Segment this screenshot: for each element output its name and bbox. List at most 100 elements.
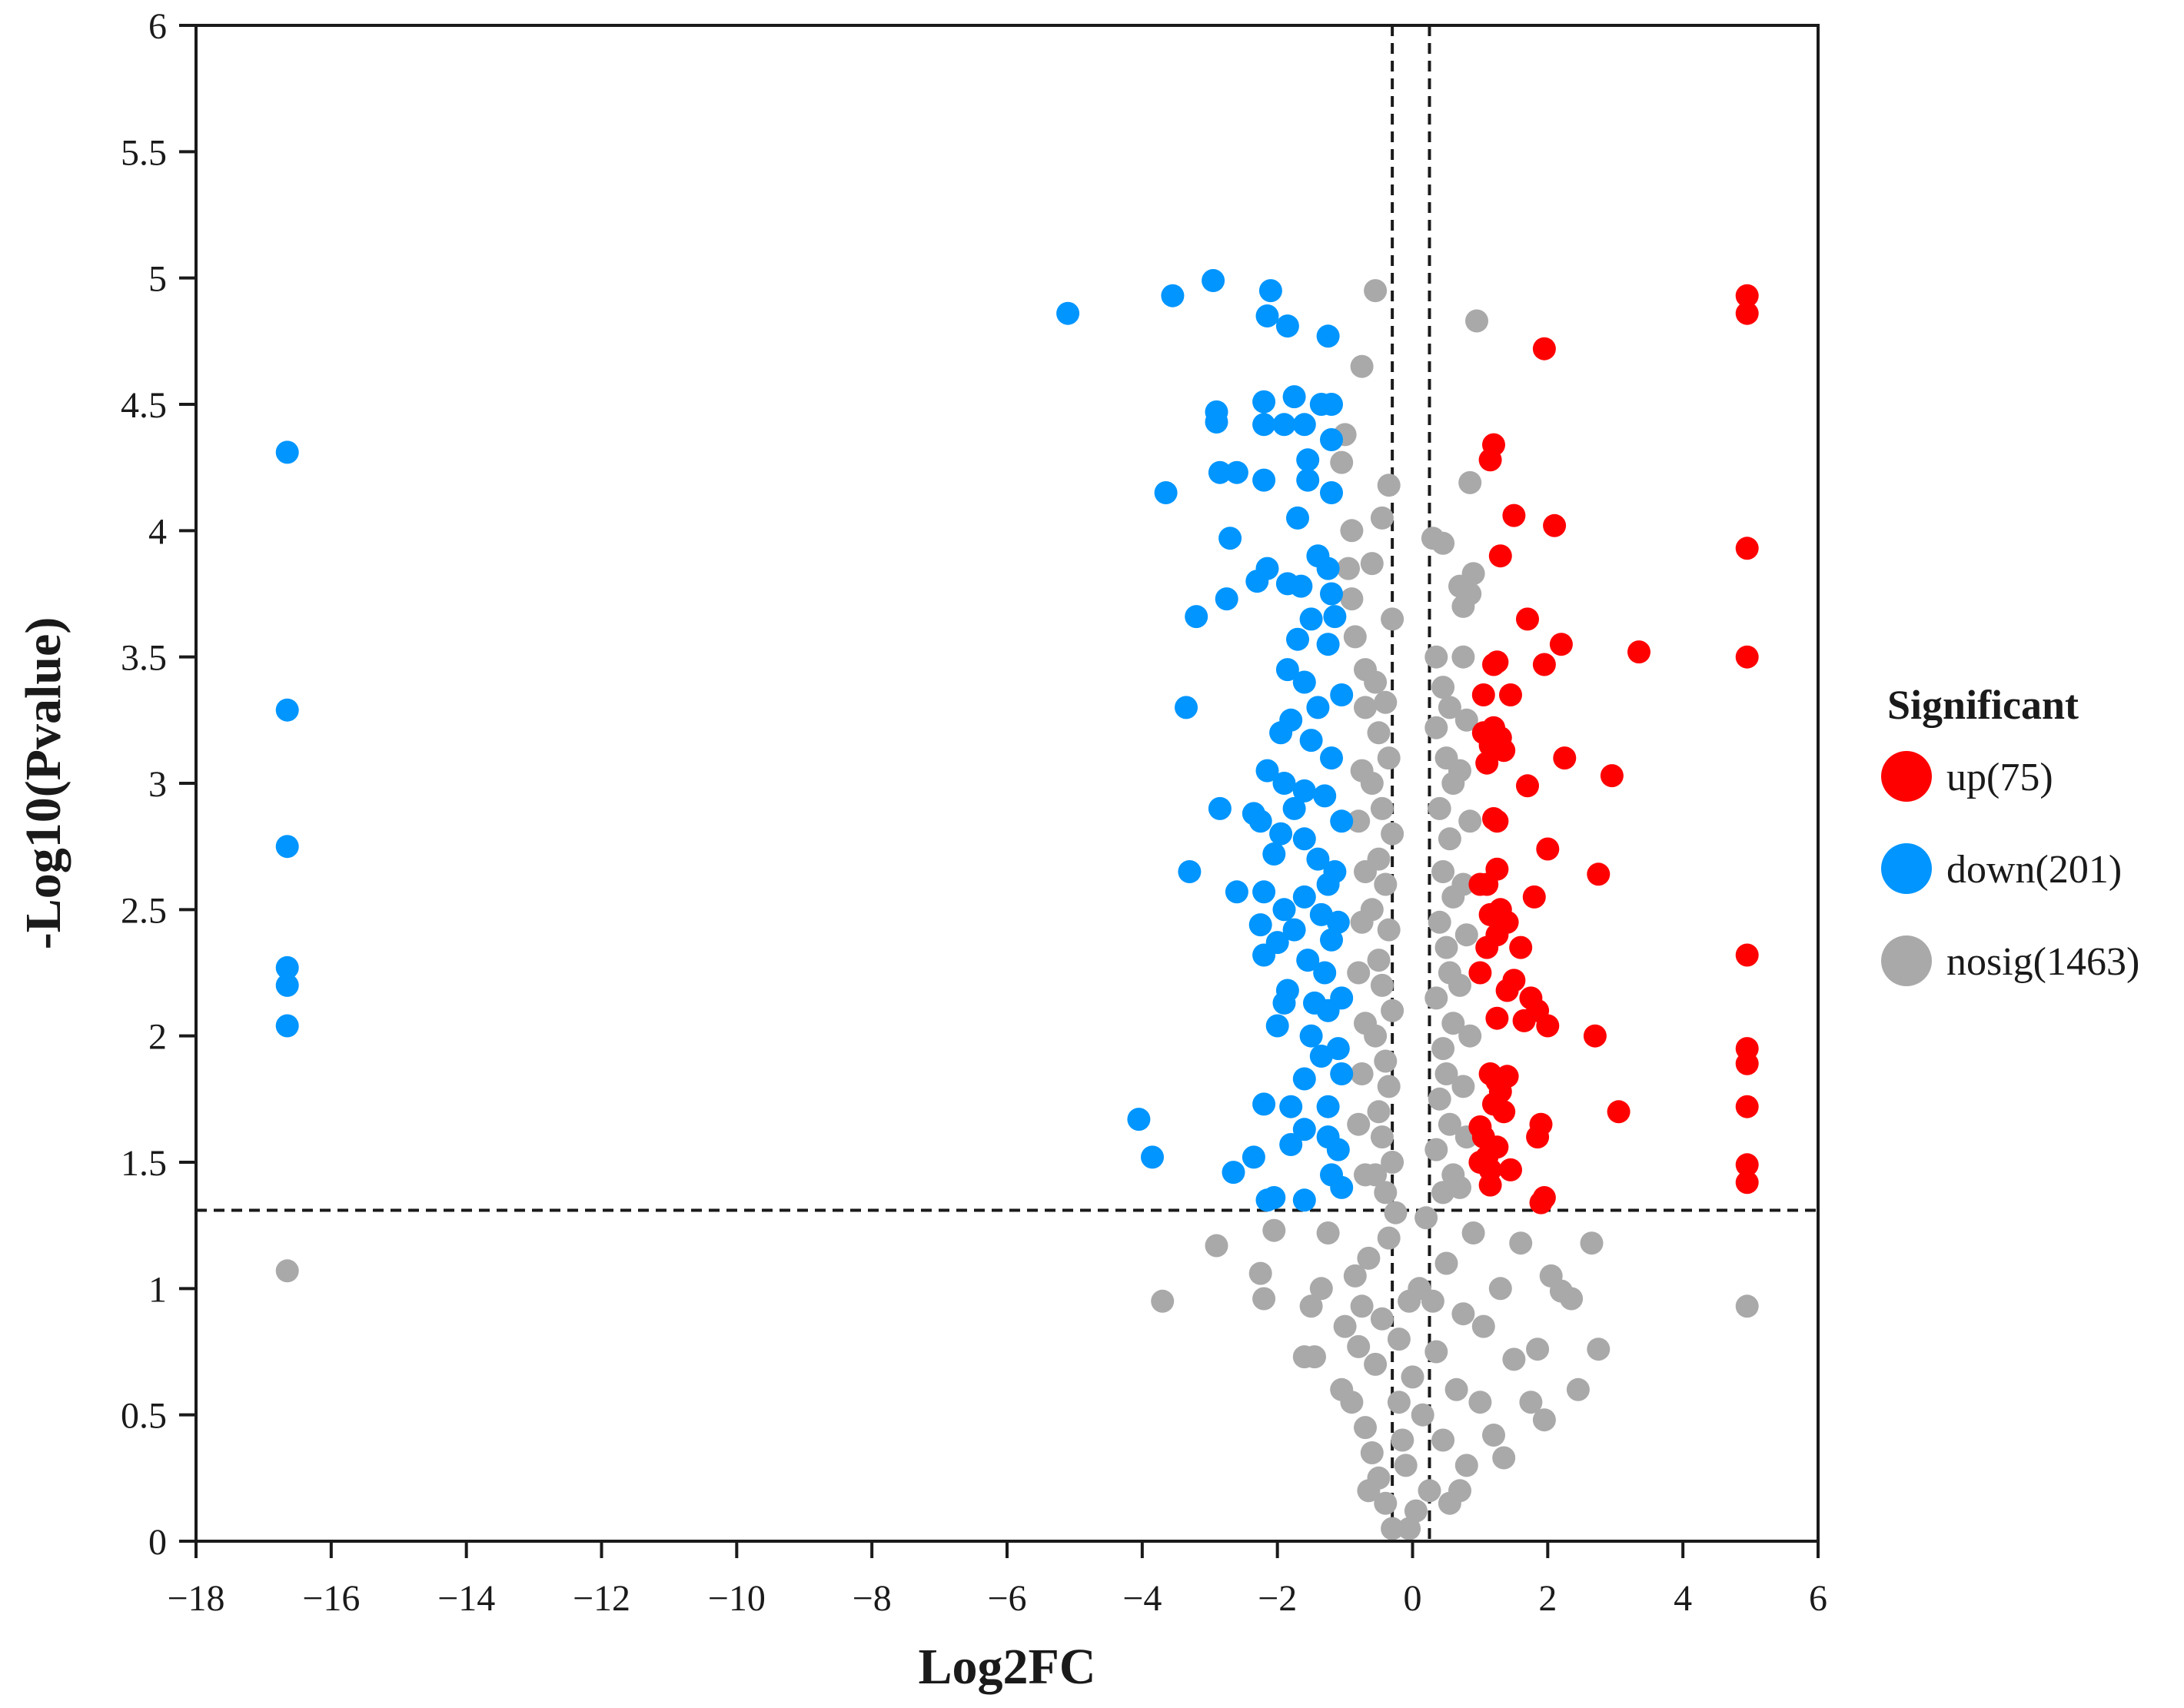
point-down [1292,670,1316,694]
point-down [1208,460,1232,484]
point-nosig [1387,1328,1411,1351]
point-nosig [1441,1012,1465,1035]
point-up [1499,1158,1522,1181]
point-down [1141,1145,1164,1169]
point-nosig [1451,645,1475,669]
point-up [1536,837,1560,861]
point-down [1296,468,1320,492]
point-nosig [1248,1261,1272,1285]
x-tick-label: 6 [1809,1578,1827,1619]
x-axis-title: Log2FC [919,1639,1096,1695]
point-down [1316,999,1340,1022]
point-nosig [1431,531,1455,555]
point-up [1478,448,1502,472]
legend: Significant up(75) down(201) nosig(1463) [1881,682,2139,986]
point-nosig [1377,474,1401,497]
point-nosig [1438,1112,1461,1136]
point-nosig [1461,1221,1485,1244]
point-nosig [1381,1151,1404,1174]
point-nosig [1424,1340,1448,1364]
point-nosig [1330,450,1354,474]
point-nosig [1421,1289,1444,1313]
point-down [1252,943,1276,967]
point-down [1178,860,1202,883]
point-down [1326,910,1350,934]
point-nosig [1357,1246,1381,1270]
point-nosig [1364,279,1388,303]
point-nosig [1384,1201,1408,1225]
point-up [1492,739,1516,763]
point-nosig [1735,1294,1759,1318]
point-nosig [1458,470,1482,494]
point-nosig [1303,1345,1326,1369]
point-nosig [1354,1416,1377,1440]
point-down [1320,481,1343,504]
point-up [1516,774,1539,798]
point-nosig [275,1259,299,1283]
y-axis-title: -Log10(Pvalue) [15,617,71,950]
point-up [1512,1009,1536,1032]
y-tick-label: 0.5 [121,1396,167,1437]
point-down [1154,481,1178,504]
point-nosig [1340,1391,1364,1414]
point-nosig [1350,1062,1374,1085]
legend-swatch-up [1881,751,1932,802]
point-nosig [1424,645,1448,669]
point-nosig [1377,1226,1401,1250]
point-nosig [1333,1314,1357,1338]
scatter-points [275,269,1759,1540]
point-nosig [1448,1175,1471,1199]
point-up [1485,1006,1509,1030]
point-nosig [1587,1337,1611,1361]
y-tick-label: 1 [148,1269,167,1310]
point-down [1299,729,1323,753]
x-tick-label: −16 [302,1578,360,1619]
point-down [1262,842,1286,866]
point-nosig [1401,1365,1424,1389]
x-tick-label: −10 [708,1578,766,1619]
point-down [1289,574,1313,598]
point-nosig [1411,1403,1434,1427]
point-down [1292,1188,1316,1212]
point-up [1471,683,1495,706]
point-up [1492,1100,1516,1124]
point-down [1275,658,1299,682]
point-nosig [1370,973,1394,997]
point-down [1252,1092,1276,1116]
legend-label-down: down(201) [1946,848,2122,892]
point-down [1252,468,1276,492]
point-up [1600,764,1624,788]
point-down [275,835,299,859]
point-nosig [1418,1479,1441,1503]
point-down [1215,587,1238,611]
point-down [1252,390,1276,414]
point-down [1225,880,1248,904]
point-down [1320,746,1343,770]
point-nosig [1337,557,1360,580]
point-down [1296,448,1320,472]
point-down [1316,872,1340,896]
point-nosig [1374,872,1398,896]
point-down [1320,928,1343,952]
point-down [1286,627,1309,651]
point-down [1309,1045,1333,1068]
point-nosig [1350,1294,1374,1318]
point-down [1313,784,1337,808]
point-nosig [1526,1337,1550,1361]
point-down [1275,314,1299,338]
point-up [1478,1173,1502,1197]
point-nosig [1431,1428,1455,1452]
point-down [1272,898,1296,922]
legend-swatch-nosig [1881,935,1932,986]
point-nosig [1343,1264,1367,1288]
point-nosig [1434,935,1458,959]
point-down [1299,1024,1323,1048]
point-up [1529,1191,1553,1215]
point-nosig [1374,1491,1398,1515]
point-down [1320,582,1343,606]
point-up [1471,1125,1495,1149]
point-up [1735,1171,1759,1195]
point-nosig [1377,1075,1401,1098]
point-nosig [1461,562,1485,586]
